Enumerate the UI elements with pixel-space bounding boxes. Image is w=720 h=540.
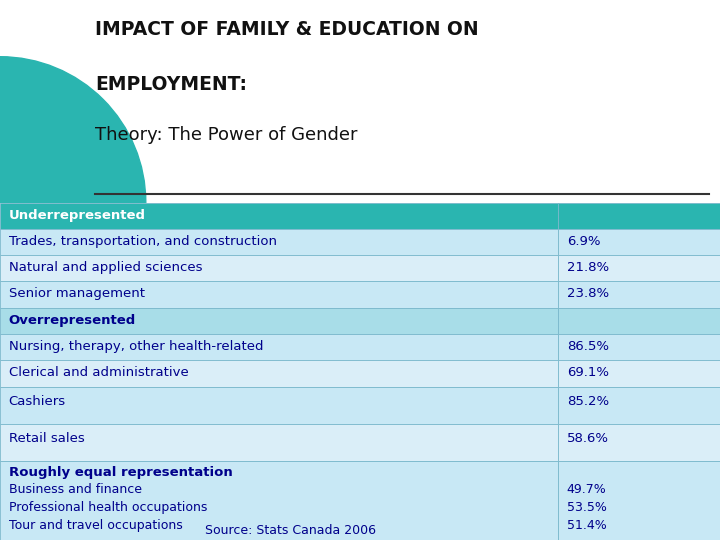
Text: 6.9%: 6.9% <box>567 234 600 247</box>
Bar <box>0 229 558 255</box>
Circle shape <box>0 57 145 348</box>
Text: 23.8%: 23.8% <box>567 287 609 300</box>
Bar <box>0 424 558 461</box>
Text: Source: Stats Canada 2006: Source: Stats Canada 2006 <box>204 524 376 537</box>
Text: Theory: The Power of Gender: Theory: The Power of Gender <box>95 126 358 144</box>
Bar <box>0 461 558 540</box>
Text: Cashiers: Cashiers <box>9 395 66 408</box>
Bar <box>0 255 558 281</box>
Text: Natural and applied sciences: Natural and applied sciences <box>9 261 202 274</box>
Text: Nursing, therapy, other health-related: Nursing, therapy, other health-related <box>9 340 263 353</box>
Text: EMPLOYMENT:: EMPLOYMENT: <box>95 75 247 94</box>
Text: 86.5%: 86.5% <box>567 340 608 353</box>
Text: Trades, transportation, and construction: Trades, transportation, and construction <box>9 234 276 247</box>
Text: Roughly equal representation: Roughly equal representation <box>9 466 233 479</box>
Text: 58.6%: 58.6% <box>567 432 608 445</box>
Bar <box>558 308 720 334</box>
Bar <box>558 424 720 461</box>
Text: Senior management: Senior management <box>9 287 145 300</box>
Bar <box>0 281 558 308</box>
Bar <box>0 387 558 424</box>
Text: 69.1%: 69.1% <box>567 366 608 379</box>
Bar <box>558 387 720 424</box>
Text: Clerical and administrative: Clerical and administrative <box>9 366 189 379</box>
Bar <box>558 202 720 229</box>
Bar <box>558 255 720 281</box>
Text: Business and finance: Business and finance <box>9 483 142 496</box>
Text: 85.2%: 85.2% <box>567 395 609 408</box>
Bar <box>558 281 720 308</box>
Text: IMPACT OF FAMILY & EDUCATION ON: IMPACT OF FAMILY & EDUCATION ON <box>95 20 479 39</box>
Bar <box>0 360 558 387</box>
Bar <box>558 334 720 360</box>
Text: Tour and travel occupations: Tour and travel occupations <box>9 519 182 532</box>
Bar <box>0 334 558 360</box>
Text: Overrepresented: Overrepresented <box>9 314 136 327</box>
Bar <box>0 202 558 229</box>
Bar <box>558 360 720 387</box>
Bar <box>558 229 720 255</box>
Bar <box>558 461 720 540</box>
Bar <box>0 308 558 334</box>
Text: 51.4%: 51.4% <box>567 519 606 532</box>
Text: Professional health occupations: Professional health occupations <box>9 501 207 514</box>
Text: Underrepresented: Underrepresented <box>9 209 145 222</box>
Text: Retail sales: Retail sales <box>9 432 84 445</box>
Text: 53.5%: 53.5% <box>567 501 606 514</box>
Text: 21.8%: 21.8% <box>567 261 609 274</box>
Text: 49.7%: 49.7% <box>567 483 606 496</box>
